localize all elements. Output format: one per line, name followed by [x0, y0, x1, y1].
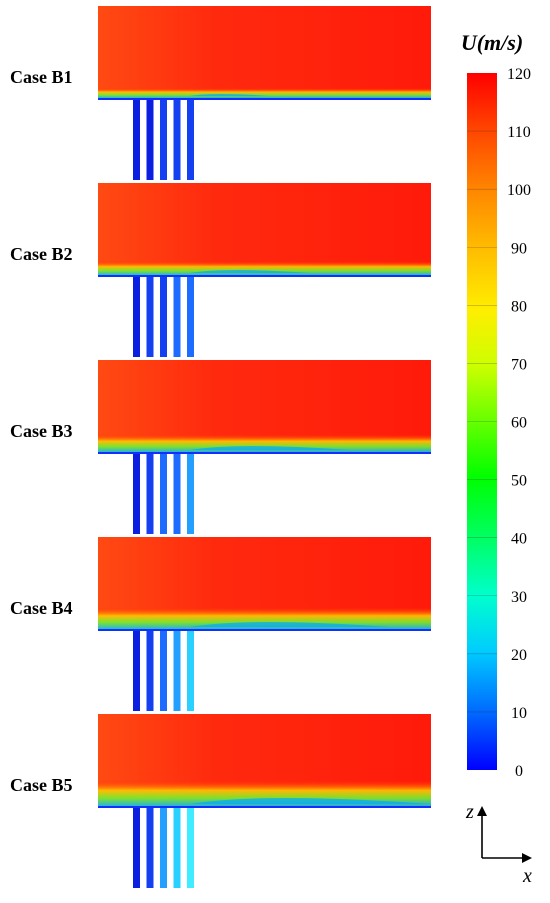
- wake-region: [190, 270, 310, 273]
- injection-slot: [160, 454, 167, 534]
- colorbar-tick-label: 120: [507, 66, 531, 83]
- channel-wall: [98, 98, 431, 100]
- case-label: Case B3: [10, 421, 73, 441]
- injection-slot: [133, 631, 140, 711]
- wake-region: [190, 798, 430, 804]
- case-label: Case B4: [10, 598, 73, 618]
- case-panel-2: Case B2: [10, 183, 431, 357]
- main-channel-contour: [98, 183, 431, 275]
- colorbar-gradient: [467, 73, 497, 770]
- colorbar-tick-label: 110: [507, 124, 530, 141]
- colorbar-tick-label: 40: [511, 531, 527, 548]
- colorbar-tick-label: 60: [511, 415, 527, 432]
- injection-slot: [146, 454, 154, 534]
- colorbar-tick-label: 30: [511, 589, 527, 606]
- injection-slot: [173, 808, 181, 888]
- colorbar-tick-label: 80: [511, 298, 527, 315]
- colorbar-tick-label: 10: [511, 705, 527, 722]
- injection-slot: [160, 631, 167, 711]
- z-arrowhead: [477, 806, 487, 816]
- injection-slot: [173, 100, 181, 180]
- colorbar-tick-label: 90: [511, 240, 527, 257]
- case-label: Case B5: [10, 775, 73, 795]
- wake-region: [190, 94, 270, 96]
- channel-wall: [98, 629, 431, 631]
- boundary-layer: [98, 261, 431, 275]
- injection-slot: [146, 277, 154, 357]
- injection-slot: [146, 808, 154, 888]
- injection-slot: [173, 277, 181, 357]
- channel-wall: [98, 275, 431, 277]
- wake-region: [190, 446, 350, 450]
- axes-indicator: zx: [465, 801, 532, 887]
- injection-slot: [187, 454, 194, 534]
- case-panel-4: Case B4: [10, 537, 431, 711]
- x-axis-label: x: [522, 865, 532, 887]
- injection-slot: [133, 277, 140, 357]
- case-panel-5: Case B5: [10, 714, 431, 888]
- case-panel-3: Case B3: [10, 360, 431, 534]
- injection-slot: [146, 100, 154, 180]
- x-arrowhead: [522, 853, 532, 863]
- injection-slot: [146, 631, 154, 711]
- boundary-layer: [98, 434, 431, 452]
- main-channel-contour: [98, 6, 431, 98]
- colorbar-tick-label: 20: [511, 647, 527, 664]
- injection-slot: [133, 100, 140, 180]
- colorbar-tick-label: 100: [507, 182, 531, 199]
- injection-slot: [173, 631, 181, 711]
- injection-slot: [187, 100, 194, 180]
- injection-slot: [160, 808, 167, 888]
- injection-slot: [160, 100, 167, 180]
- injection-slot: [187, 808, 194, 888]
- channel-wall: [98, 452, 431, 454]
- colorbar-tick-label: 70: [511, 356, 527, 373]
- injection-slot: [133, 808, 140, 888]
- colorbar-tick-label: 50: [511, 473, 527, 490]
- boundary-layer: [98, 607, 431, 629]
- injection-slot: [173, 454, 181, 534]
- injection-slot: [187, 631, 194, 711]
- case-label: Case B1: [10, 67, 73, 87]
- injection-slot: [187, 277, 194, 357]
- injection-slot: [133, 454, 140, 534]
- colorbar-tick-label: 0: [515, 763, 523, 780]
- colorbar-title: U(m/s): [461, 30, 523, 55]
- case-label: Case B2: [10, 244, 73, 264]
- boundary-layer: [98, 88, 431, 98]
- wake-region: [190, 622, 390, 627]
- injection-slot: [160, 277, 167, 357]
- case-panel-1: Case B1: [10, 6, 431, 180]
- channel-wall: [98, 806, 431, 808]
- z-axis-label: z: [465, 801, 474, 823]
